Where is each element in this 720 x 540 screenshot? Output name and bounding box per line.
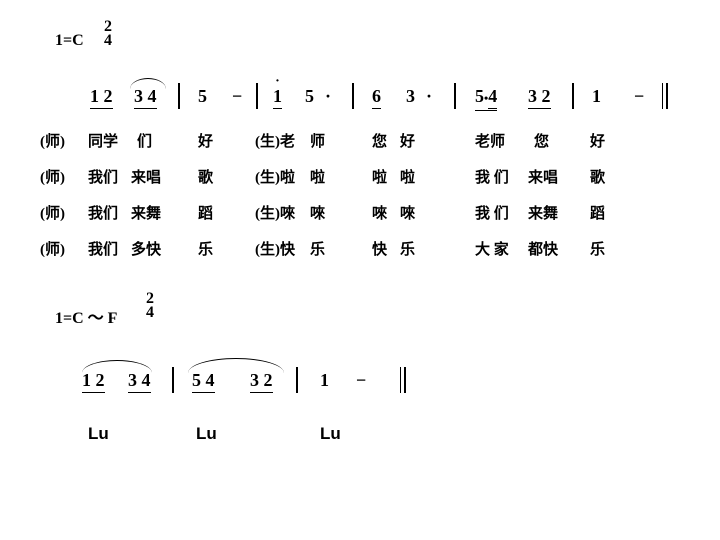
timesig-1: 2 4 — [104, 20, 112, 48]
l4-c10: 乐 — [590, 238, 605, 259]
bar-5 — [572, 83, 574, 109]
notes-g5: 1 — [273, 86, 282, 109]
bar-1 — [178, 83, 180, 109]
l1-c7: 好 — [400, 130, 415, 151]
l4-c9: 都快 — [528, 238, 558, 259]
l1-c2: 们 — [137, 130, 152, 151]
l3-c8: 我 们 — [475, 202, 509, 223]
lu-3: Lu — [320, 424, 341, 444]
notes-g8: 3 — [406, 86, 415, 107]
notes-g6: 5 — [305, 86, 314, 107]
notes-g7: 6 — [372, 86, 381, 109]
notes-g12: − — [634, 86, 644, 107]
notes-g2: 3 4 — [134, 86, 157, 109]
l2-c1: 我们 — [88, 166, 118, 187]
role-1: (师) — [40, 130, 65, 151]
notes-g5-val: 1 — [273, 86, 282, 109]
notes-g7-val: 6 — [372, 86, 381, 109]
l1-c4: (生)老 — [255, 130, 295, 151]
l1-c6: 您 — [372, 130, 387, 151]
l1-c5: 师 — [310, 130, 325, 151]
l4-c8: 大 家 — [475, 238, 509, 259]
l4-c5: 乐 — [310, 238, 325, 259]
l4-c4: (生)快 — [255, 238, 295, 259]
notes2-g1: 1 2 — [82, 370, 105, 393]
l3-c3: 蹈 — [198, 202, 213, 223]
keysig-2: 1=C ～ F — [55, 304, 117, 328]
l1-c1: 同学 — [88, 130, 118, 151]
notes2-g3: 5 4 — [192, 370, 215, 393]
l2-c9: 来唱 — [528, 166, 558, 187]
l3-c1: 我们 — [88, 202, 118, 223]
l4-c6: 快 — [372, 238, 387, 259]
timesig-2-den: 4 — [146, 306, 154, 320]
l3-c10: 蹈 — [590, 202, 605, 223]
role-3: (师) — [40, 202, 65, 223]
keysig-1: 1=C — [55, 32, 84, 50]
l1-c10: 好 — [590, 130, 605, 151]
dot-1: · — [325, 86, 331, 107]
l1-c9: 您 — [534, 130, 549, 151]
l4-c1: 我们 — [88, 238, 118, 259]
staff-row-1: 1 2 3 4 5 − 1 5 · 6 3 · 5•4 3 2 1 − — [0, 86, 720, 116]
bar2-end — [400, 367, 406, 393]
role-4: (师) — [40, 238, 65, 259]
role-2: (师) — [40, 166, 65, 187]
notes2-g5: 1 — [320, 370, 329, 391]
l4-c7: 乐 — [400, 238, 415, 259]
notes-g9a: 5 — [475, 86, 484, 106]
notes2-g4: 3 2 — [250, 370, 273, 393]
l3-c5: 唻 — [310, 202, 325, 223]
notes-g4: − — [232, 86, 242, 107]
l3-c7: 唻 — [400, 202, 415, 223]
l4-c2: 多快 — [131, 238, 161, 259]
l2-c5: 啦 — [310, 166, 325, 187]
notes-g1: 1 2 — [90, 86, 113, 109]
l3-c2: 来舞 — [131, 202, 161, 223]
notes-g3: 5 — [198, 86, 207, 107]
notes-g9b: 4 — [488, 86, 497, 109]
notes-g11: 1 — [592, 86, 601, 107]
l2-c7: 啦 — [400, 166, 415, 187]
bar-2 — [256, 83, 258, 109]
lu-2: Lu — [196, 424, 217, 444]
l3-c6: 唻 — [372, 202, 387, 223]
bar-3 — [352, 83, 354, 109]
staff-row-2: 1 2 3 4 5 4 3 2 1 − — [0, 370, 720, 400]
l1-c8: 老师 — [475, 130, 505, 151]
l2-c2: 来唱 — [131, 166, 161, 187]
notes-g10: 3 2 — [528, 86, 551, 109]
l2-c10: 歌 — [590, 166, 605, 187]
bar-4 — [454, 83, 456, 109]
bar2-2 — [296, 367, 298, 393]
l2-c8: 我 们 — [475, 166, 509, 187]
notes2-g2: 3 4 — [128, 370, 151, 393]
l3-c9: 来舞 — [528, 202, 558, 223]
bar-end-1 — [662, 83, 668, 109]
notes2-g6: − — [356, 370, 366, 391]
timesig-1-den: 4 — [104, 34, 112, 48]
bar2-1 — [172, 367, 174, 393]
l1-c3: 好 — [198, 130, 213, 151]
l2-c4: (生)啦 — [255, 166, 295, 187]
dot-2: · — [426, 86, 432, 107]
l2-c3: 歌 — [198, 166, 213, 187]
l3-c4: (生)唻 — [255, 202, 295, 223]
timesig-2: 2 4 — [146, 292, 154, 320]
l2-c6: 啦 — [372, 166, 387, 187]
lu-1: Lu — [88, 424, 109, 444]
l4-c3: 乐 — [198, 238, 213, 259]
notes-g9: 5•4 — [475, 86, 497, 111]
